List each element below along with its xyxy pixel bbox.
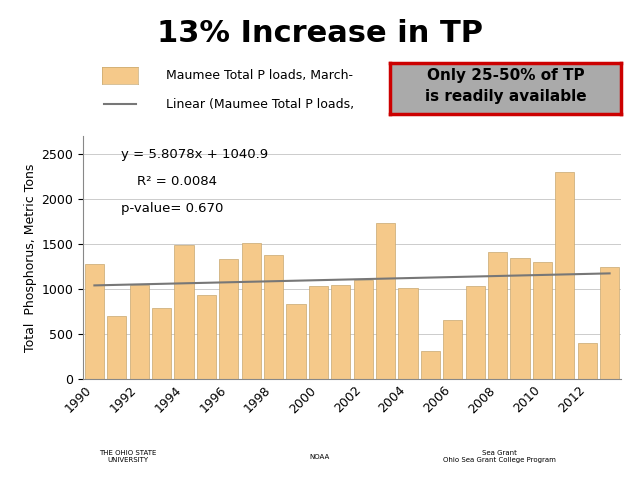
Text: NOAA: NOAA bbox=[310, 454, 330, 460]
Bar bbox=[600, 267, 619, 379]
Text: Only 25-50% of TP
is readily available: Only 25-50% of TP is readily available bbox=[425, 68, 586, 104]
Bar bbox=[354, 280, 372, 379]
Bar bbox=[108, 316, 126, 379]
Bar bbox=[130, 285, 148, 379]
Bar bbox=[444, 320, 462, 379]
Text: y = 5.8078x + 1040.9: y = 5.8078x + 1040.9 bbox=[121, 148, 268, 161]
Bar bbox=[399, 288, 417, 379]
Bar bbox=[220, 260, 238, 379]
Bar bbox=[466, 286, 484, 379]
Text: Sea Grant
Ohio Sea Grant College Program: Sea Grant Ohio Sea Grant College Program bbox=[443, 451, 556, 463]
Bar bbox=[556, 172, 574, 379]
Text: Linear (Maumee Total P loads,: Linear (Maumee Total P loads, bbox=[166, 98, 355, 111]
Bar bbox=[264, 255, 283, 379]
Bar bbox=[175, 245, 193, 379]
Text: R² = 0.0084: R² = 0.0084 bbox=[137, 175, 217, 188]
Bar bbox=[197, 295, 216, 379]
Bar bbox=[85, 264, 104, 379]
Text: Maumee Total P loads, March-: Maumee Total P loads, March- bbox=[166, 69, 353, 82]
Bar bbox=[152, 308, 171, 379]
Text: THE OHIO STATE
UNIVERSITY: THE OHIO STATE UNIVERSITY bbox=[99, 451, 157, 463]
Text: p-value= 0.670: p-value= 0.670 bbox=[121, 202, 223, 215]
Bar bbox=[287, 304, 305, 379]
Bar bbox=[332, 285, 350, 379]
Bar bbox=[578, 343, 596, 379]
Bar bbox=[421, 351, 440, 379]
Text: 13% Increase in TP: 13% Increase in TP bbox=[157, 19, 483, 49]
Bar bbox=[533, 262, 552, 379]
Bar bbox=[242, 243, 260, 379]
Bar bbox=[376, 224, 395, 379]
Bar bbox=[511, 258, 529, 379]
Y-axis label: Total  Phosphorus, Metric Tons: Total Phosphorus, Metric Tons bbox=[24, 163, 37, 352]
Bar bbox=[488, 252, 507, 379]
Bar bbox=[309, 286, 328, 379]
